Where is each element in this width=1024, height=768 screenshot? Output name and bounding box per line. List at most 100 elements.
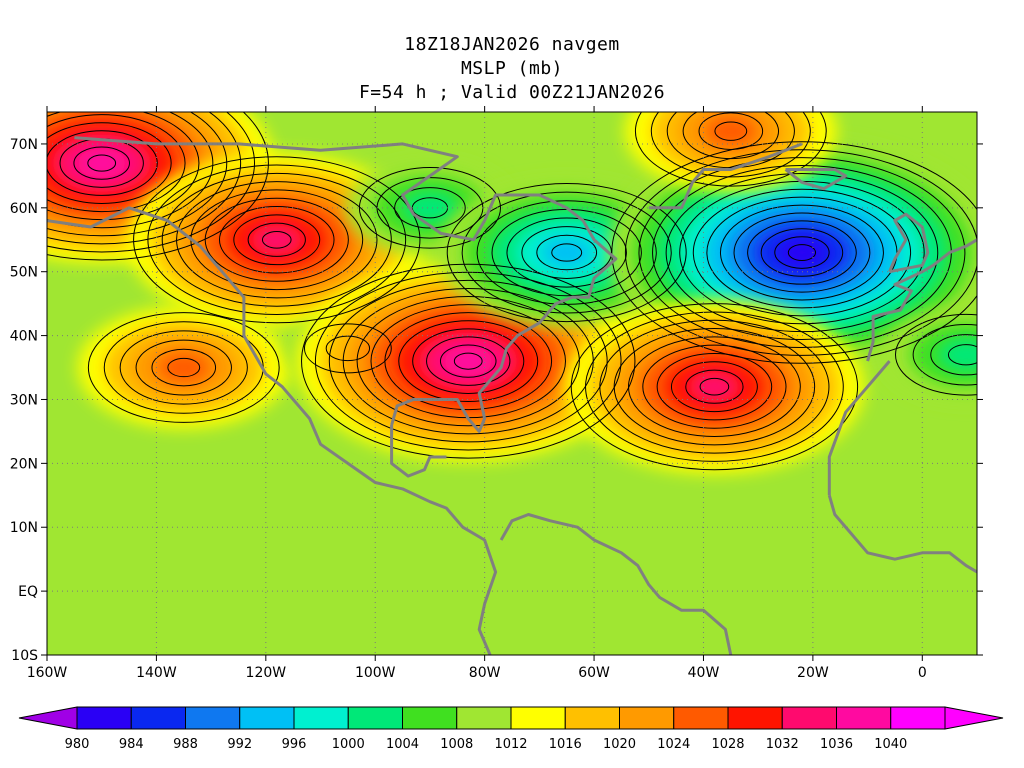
isobar-line xyxy=(787,244,817,261)
title-valid-time: F=54 h ; Valid 00Z21JAN2026 xyxy=(358,82,666,103)
isobar-line xyxy=(133,156,421,324)
azores-high-system xyxy=(564,299,865,474)
isobar-line xyxy=(426,336,511,386)
isobar-line xyxy=(733,212,871,293)
lon-tick-label: 40W xyxy=(688,665,720,681)
isobar-line xyxy=(247,222,306,257)
title-variable: MSLP (mb) xyxy=(460,58,564,79)
colorbar-segment xyxy=(890,706,946,730)
lon-tick-label: 80W xyxy=(469,665,501,681)
colorbar-segment xyxy=(402,706,458,730)
colorbar-label: 1032 xyxy=(766,737,799,752)
isobar-fill xyxy=(938,338,977,371)
isobar-line xyxy=(204,197,349,282)
lat-tick-label: 60N xyxy=(10,201,38,217)
isobar-fill xyxy=(157,352,211,383)
isobar-line xyxy=(461,191,672,314)
colorbar-segment xyxy=(510,706,566,730)
colorbar-high-arrow xyxy=(944,706,1004,730)
isobar-line xyxy=(638,157,966,348)
eastern-pacific-high-system xyxy=(77,306,290,429)
colorbar-segment xyxy=(456,706,512,730)
isobar-line xyxy=(930,334,977,376)
title-model-run: 18Z18JAN2026 navgem xyxy=(404,34,620,55)
colorbar-label: 980 xyxy=(65,737,90,752)
isobar-line xyxy=(176,181,378,299)
isobar-line xyxy=(87,154,117,172)
colorbar-label: 992 xyxy=(227,737,252,752)
isobar-line xyxy=(699,377,730,396)
isobar-line xyxy=(551,243,583,262)
isobar-line xyxy=(47,112,200,221)
isobar-line xyxy=(895,313,977,396)
lat-tick-label: 40N xyxy=(10,329,38,345)
colorbar-segment xyxy=(673,706,729,730)
colorbar-segment xyxy=(185,706,241,730)
isobar-line xyxy=(446,182,687,323)
coastline xyxy=(648,142,803,210)
coastlines xyxy=(47,136,977,655)
isobar-line xyxy=(714,121,748,141)
lon-tick-label: 20W xyxy=(797,665,829,681)
colorbar: 980 984 988 992 996 1000 1004 1008 1012 1016 1020 1… xyxy=(18,706,1004,752)
greenland-high-system xyxy=(624,112,837,193)
isobar-line xyxy=(47,130,158,196)
isobar-line xyxy=(147,164,407,316)
isobar-fill xyxy=(443,346,493,376)
mediterranean-low-system xyxy=(882,306,977,403)
colorbar-label: 988 xyxy=(173,737,198,752)
colorbar-label: 1016 xyxy=(549,737,582,752)
isobar-line xyxy=(599,319,830,454)
isobar-line xyxy=(151,348,217,387)
lat-tick-label: 50N xyxy=(10,265,38,281)
coastline xyxy=(827,360,891,496)
isobar-line xyxy=(760,228,844,277)
isobar-line xyxy=(685,369,744,404)
isobar-fill xyxy=(541,237,593,268)
lat-tick-label: 10S xyxy=(11,648,38,664)
isobar-line xyxy=(692,188,912,317)
lat-tick-label: 30N xyxy=(10,392,38,408)
colorbar-label: 1004 xyxy=(386,737,419,752)
colorbar-segment xyxy=(76,706,132,730)
coastline xyxy=(888,212,930,274)
isobar-line xyxy=(47,112,214,229)
colorbar-segment xyxy=(239,706,295,730)
isobar-line xyxy=(47,112,255,253)
colorbar-label: 1024 xyxy=(657,737,690,752)
isobar-line xyxy=(634,112,827,187)
isobar-line xyxy=(47,114,186,213)
isobar-line xyxy=(682,112,780,160)
lon-tick-label: 60W xyxy=(578,665,610,681)
isobar-line xyxy=(476,200,657,305)
lat-tick-label: 10N xyxy=(10,520,38,536)
coastline xyxy=(784,168,848,191)
isobar-line xyxy=(670,361,758,413)
colorbar-label: 984 xyxy=(119,737,144,752)
isobar-line xyxy=(719,204,884,301)
isobar-line xyxy=(570,303,859,471)
isobar-line xyxy=(774,236,830,269)
isobar-line xyxy=(303,323,392,374)
isobar-line xyxy=(87,312,280,423)
colorbar-segment xyxy=(619,706,675,730)
colorbar-label: 1036 xyxy=(820,737,853,752)
colorbar-label: 996 xyxy=(282,737,307,752)
coastline xyxy=(866,238,977,362)
isobar-line xyxy=(536,234,598,271)
coastline xyxy=(827,494,977,574)
isobar-line xyxy=(394,187,466,229)
isobar-line xyxy=(47,122,172,204)
isobar-line xyxy=(328,279,608,443)
isobar-line xyxy=(642,344,787,429)
isobar-line xyxy=(412,328,525,394)
coastline xyxy=(74,136,618,433)
lon-tick-label: 160W xyxy=(27,665,68,681)
lat-lon-grid xyxy=(47,112,977,655)
lat-tick-label: 70N xyxy=(10,137,38,153)
colorbar-segment xyxy=(781,706,837,730)
colorbar-segment xyxy=(727,706,783,730)
isobar-line xyxy=(135,339,232,396)
isobar-line xyxy=(301,263,636,459)
